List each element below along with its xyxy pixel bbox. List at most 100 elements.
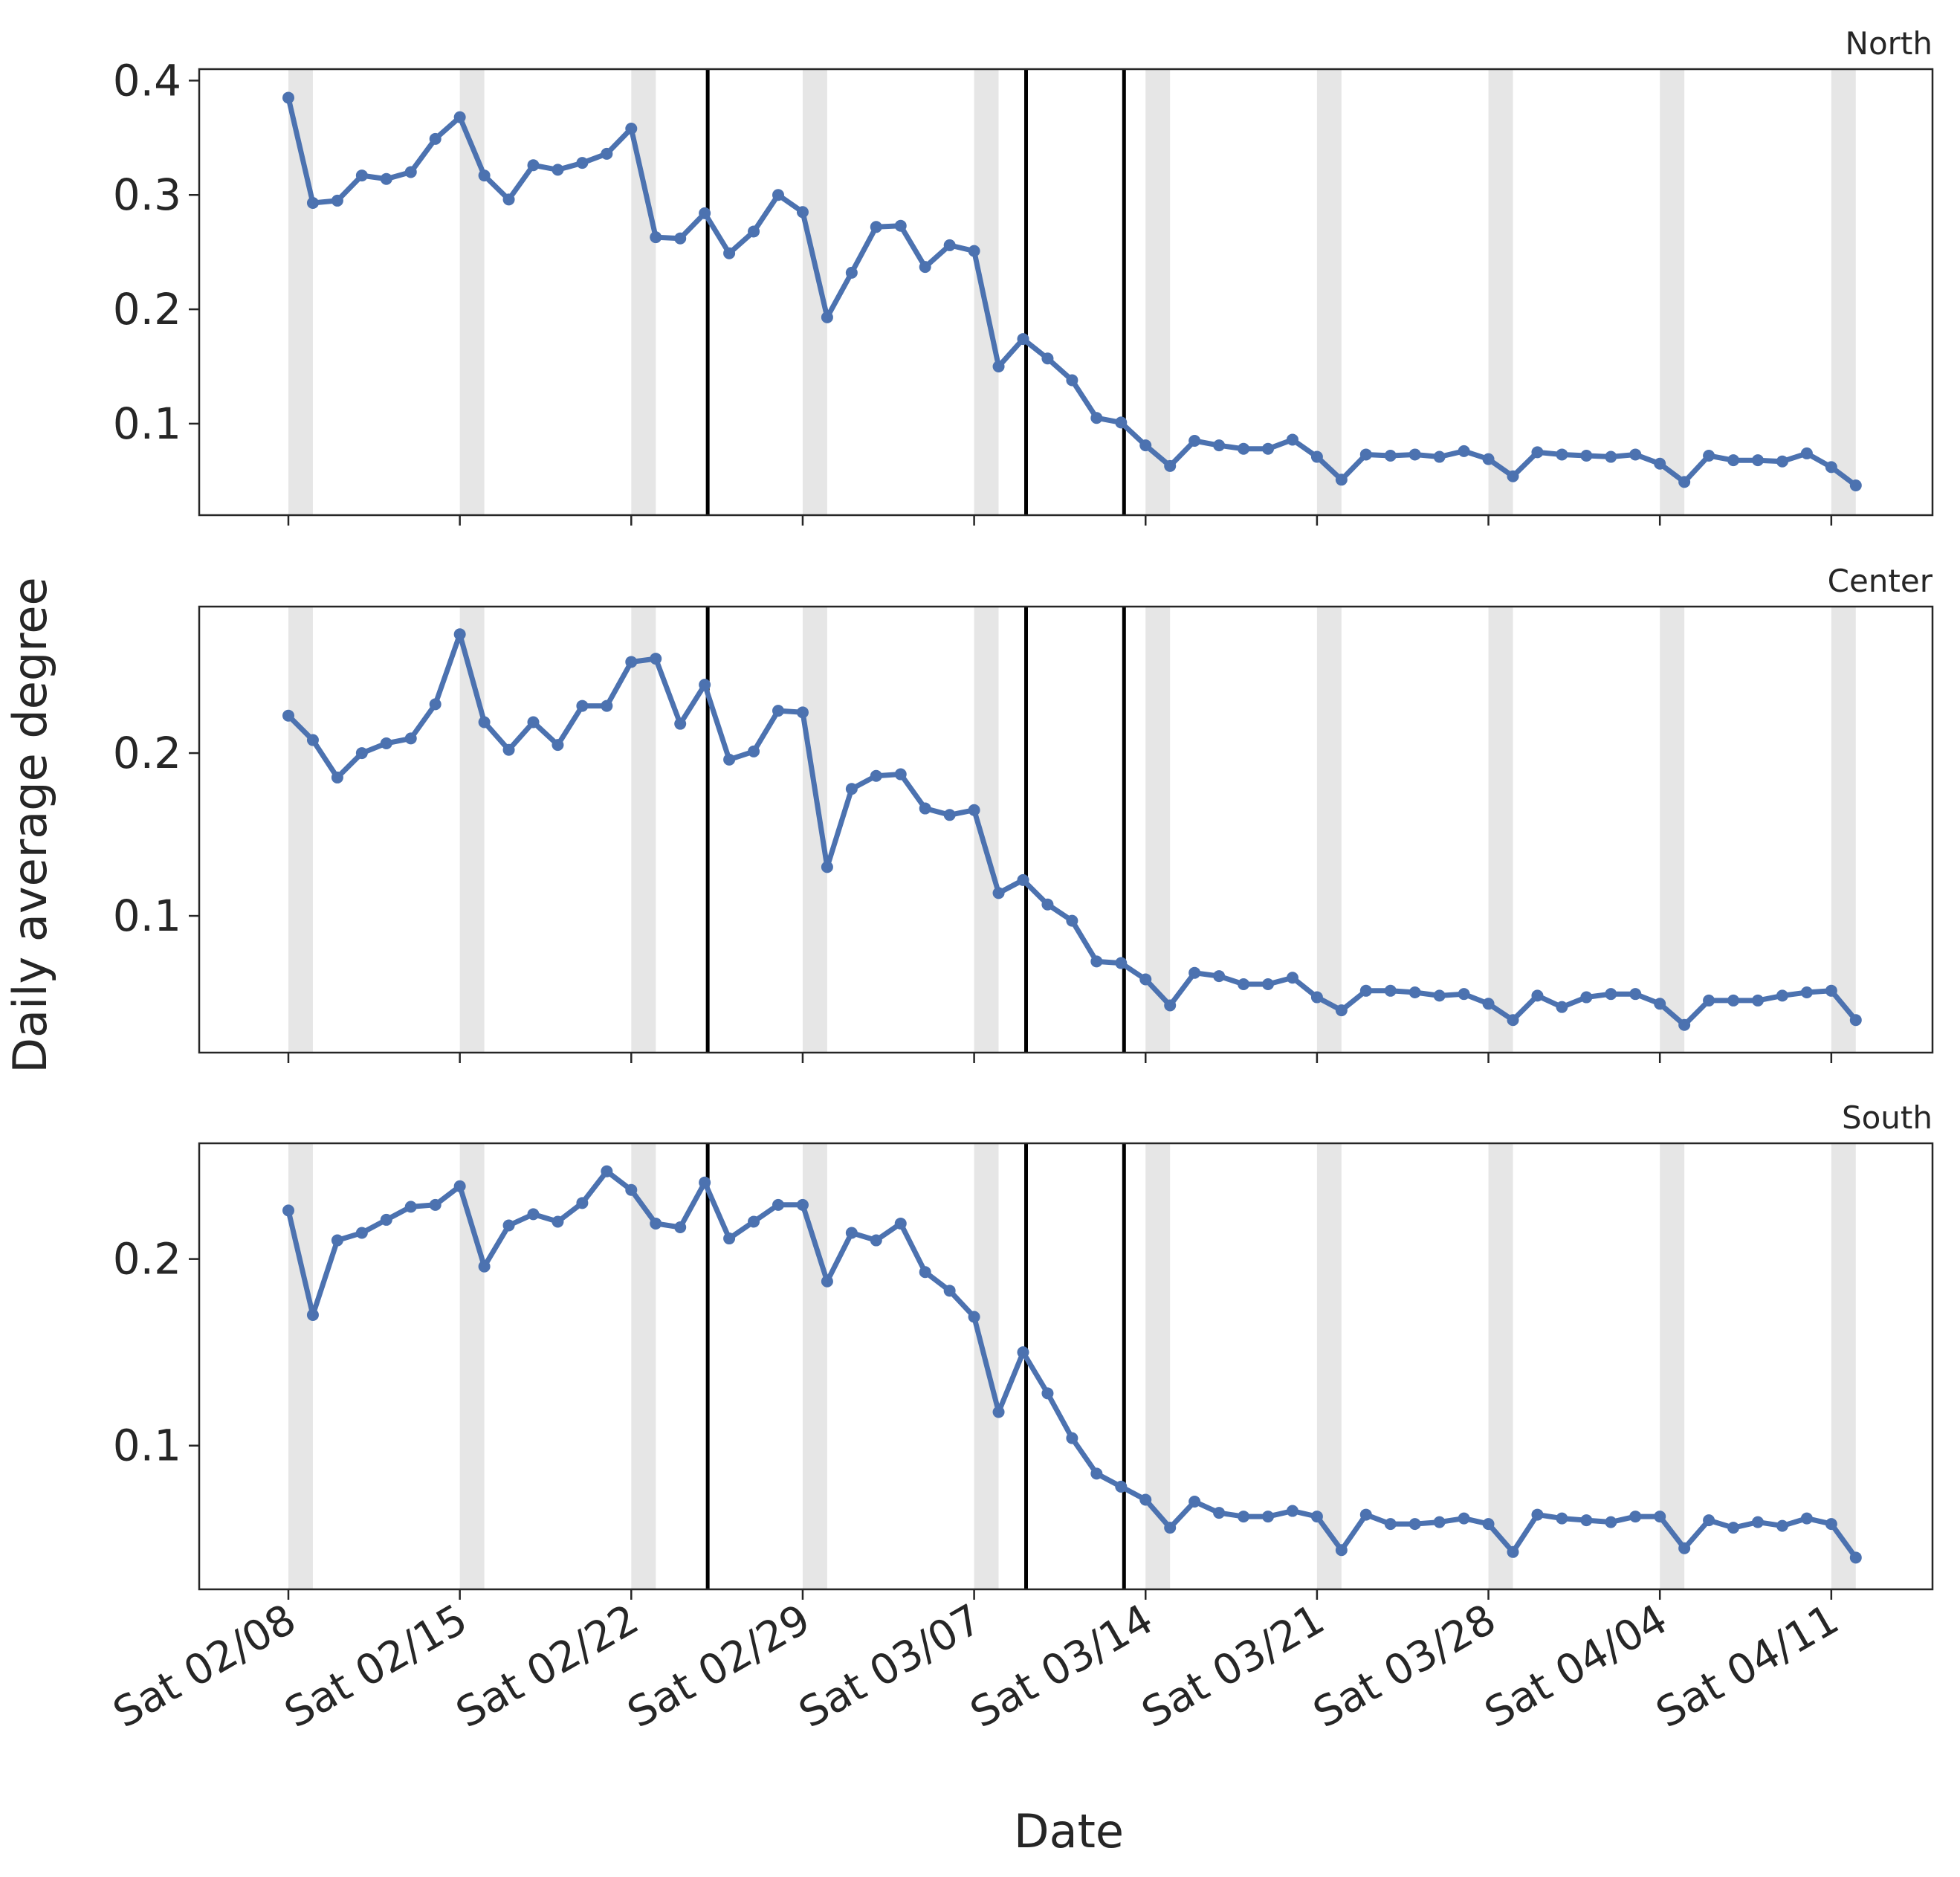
weekend-band — [631, 607, 656, 1053]
data-point — [331, 771, 343, 784]
data-point — [527, 1208, 540, 1221]
y-tick-label: 0.1 — [113, 1421, 181, 1471]
data-point — [1090, 1467, 1103, 1480]
data-point — [552, 739, 564, 752]
data-point — [1066, 1432, 1078, 1444]
data-point — [625, 123, 638, 135]
weekend-band — [1488, 607, 1513, 1053]
data-point — [1433, 989, 1446, 1002]
data-point — [943, 809, 956, 821]
weekend-band — [974, 69, 999, 515]
data-point — [1188, 1496, 1201, 1508]
data-point — [1041, 1387, 1054, 1400]
data-point — [1752, 1516, 1764, 1528]
data-point — [552, 1215, 564, 1228]
data-point — [1335, 474, 1348, 486]
data-point — [576, 700, 589, 712]
y-tick-label: 0.4 — [113, 55, 181, 106]
data-point — [1286, 1505, 1298, 1517]
data-point — [527, 159, 540, 172]
data-point — [1188, 966, 1201, 979]
data-point — [1310, 1511, 1323, 1523]
data-point — [1384, 450, 1397, 462]
data-point — [870, 769, 882, 782]
data-point — [1507, 470, 1519, 482]
data-point — [723, 247, 736, 259]
data-point — [748, 225, 760, 238]
data-point — [282, 709, 294, 722]
data-point — [502, 1219, 515, 1232]
series-markers — [282, 91, 1862, 491]
data-point — [650, 653, 662, 665]
data-point — [1115, 416, 1128, 429]
data-point — [968, 245, 980, 257]
data-point — [796, 706, 809, 719]
data-point — [1605, 450, 1617, 463]
data-point — [968, 1311, 980, 1323]
data-point — [331, 194, 343, 207]
weekend-bands — [288, 1143, 1856, 1589]
data-point — [1238, 442, 1250, 455]
data-point — [699, 207, 711, 219]
data-point — [502, 743, 515, 756]
data-point — [1066, 914, 1078, 927]
data-point — [1800, 1512, 1813, 1525]
data-point — [306, 1308, 319, 1321]
data-point — [1164, 1522, 1177, 1534]
data-point — [306, 197, 319, 209]
weekend-band — [1660, 69, 1685, 515]
data-point — [306, 734, 319, 746]
axes-frame — [198, 605, 1934, 1054]
data-point — [1605, 1516, 1617, 1528]
data-point — [1359, 1508, 1372, 1521]
data-point — [674, 1221, 687, 1233]
data-point — [1629, 1511, 1642, 1523]
data-point — [1507, 1014, 1519, 1027]
weekend-band — [1316, 69, 1342, 515]
data-point — [478, 1260, 491, 1273]
data-point — [796, 1198, 809, 1211]
data-point — [453, 628, 466, 641]
panel-title: South — [1842, 1099, 1932, 1136]
data-point — [1800, 447, 1813, 459]
data-point — [1678, 1542, 1691, 1554]
data-point — [576, 157, 589, 169]
data-point — [845, 783, 858, 795]
data-point — [1482, 453, 1495, 465]
weekend-band — [288, 69, 313, 515]
data-point — [1041, 352, 1054, 365]
data-point — [625, 656, 638, 668]
data-point — [1115, 1480, 1128, 1493]
weekend-band — [1660, 607, 1685, 1053]
data-point — [1213, 1507, 1226, 1519]
data-point — [1531, 1508, 1544, 1521]
data-point — [1629, 448, 1642, 461]
weekend-band — [1488, 1143, 1513, 1589]
data-point — [1139, 439, 1152, 452]
data-point — [552, 164, 564, 176]
data-point — [1359, 448, 1372, 461]
data-point — [699, 1176, 711, 1189]
data-point — [870, 221, 882, 233]
data-point — [1164, 459, 1177, 472]
data-point — [1408, 986, 1421, 998]
data-point — [1800, 986, 1813, 998]
panel-title: Center — [1828, 563, 1933, 599]
data-point — [845, 266, 858, 279]
data-point — [404, 732, 417, 745]
data-point — [625, 1183, 638, 1196]
data-point — [1359, 984, 1372, 997]
data-point — [919, 261, 931, 274]
data-point — [1238, 978, 1250, 991]
data-point — [404, 1201, 417, 1213]
series-markers — [282, 1165, 1862, 1564]
data-point — [1776, 455, 1788, 468]
weekend-bands — [288, 69, 1856, 515]
data-point — [380, 172, 392, 185]
data-point — [1556, 448, 1568, 461]
data-point — [1825, 1518, 1837, 1531]
data-point — [601, 147, 613, 160]
y-tick-label: 0.1 — [113, 398, 181, 449]
data-point — [723, 1233, 736, 1245]
